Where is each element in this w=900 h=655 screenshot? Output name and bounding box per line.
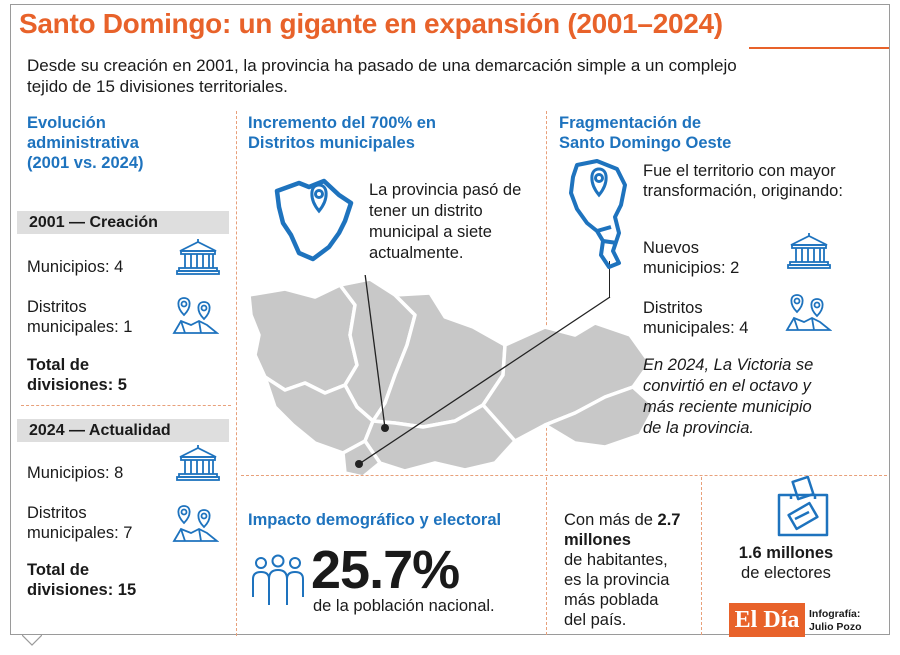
distritos-line: municipales: 1 (27, 318, 133, 336)
map-pin-icon (171, 503, 219, 543)
ballot-box-icon (773, 475, 833, 537)
habitantes-number: 2.7 (657, 511, 681, 529)
total-line: divisiones: 5 (27, 376, 127, 394)
connector-line (609, 261, 611, 298)
total-2024: Total de divisiones: 15 (27, 560, 136, 600)
distritos-line: Distritos (27, 504, 87, 522)
habitantes-line: Con más de 2.7 (564, 510, 680, 530)
credit-line: Julio Pozo (809, 621, 862, 633)
map-pin-icon (784, 292, 832, 332)
right-distritos-line: Distritos (643, 299, 703, 317)
frame-notch (22, 634, 42, 654)
divider (236, 111, 237, 636)
middle-heading-line: Distritos municipales (248, 134, 415, 152)
habitantes-text: Con más de 2.7 millones de habitantes, e… (564, 510, 680, 630)
middle-heading-line: Incremento del 700% en (248, 114, 436, 132)
left-heading: Evolución administrativa (2001 vs. 2024) (27, 113, 144, 173)
santo-domingo-oeste-outline-icon (563, 155, 643, 270)
middle-heading: Incremento del 700% en Distritos municip… (248, 113, 436, 153)
right-intro-line: transformación, originando: (643, 182, 843, 200)
habitantes-unit: millones (564, 531, 631, 549)
year-2024-bar: 2024 — Actualidad (17, 419, 229, 442)
habitantes-line: más poblada (564, 591, 659, 609)
population-percent: 25.7% (311, 540, 460, 600)
right-distritos: Distritos municipales: 4 (643, 298, 748, 338)
right-distritos-line: municipales: 4 (643, 319, 749, 337)
electores-label: de electores (741, 564, 831, 582)
municipal-building-icon (176, 445, 220, 481)
electores-number: 1.6 millones (738, 544, 834, 562)
distritos-line: municipales: 7 (27, 524, 133, 542)
credit-line: Infografía: (809, 608, 861, 620)
page-title: Santo Domingo: un gigante en expansión (… (19, 8, 723, 39)
middle-text-line: actualmente. (369, 244, 464, 262)
people-icon (249, 553, 307, 607)
divider (241, 475, 887, 476)
electores-block: 1.6 millones de electores (711, 543, 861, 583)
total-line: divisiones: 15 (27, 581, 137, 599)
la-victoria-note: En 2024, La Victoria se convirtió en el … (643, 355, 813, 439)
distritos-line: Distritos (27, 298, 87, 316)
left-heading-line: Evolución (27, 114, 106, 132)
left-heading-line: (2001 vs. 2024) (27, 154, 144, 172)
total-2001: Total de divisiones: 5 (27, 355, 127, 395)
nuevos-municipios: Nuevos municipios: 2 (643, 238, 739, 278)
note-line: En 2024, La Victoria se (643, 356, 814, 374)
lead-paragraph: Desde su creación en 2001, la provincia … (27, 56, 737, 96)
impact-heading: Impacto demográfico y electoral (248, 511, 502, 529)
right-heading-line: Santo Domingo Oeste (559, 134, 732, 152)
middle-description: La provincia pasó de tener un distrito m… (369, 180, 521, 264)
habitantes-line: del país. (564, 611, 627, 629)
right-heading: Fragmentación de Santo Domingo Oeste (559, 113, 731, 153)
district-outline-icon (269, 173, 359, 265)
credit: Infografía: Julio Pozo (809, 608, 862, 634)
municipios-2001: Municipios: 4 (27, 258, 124, 276)
middle-text-line: municipal a siete (369, 223, 492, 241)
note-line: más reciente municipio (643, 398, 812, 416)
infographic-frame: Santo Domingo: un gigante en expansión (… (10, 4, 890, 637)
middle-text-line: tener un distrito (369, 202, 483, 220)
municipios-2024: Municipios: 8 (27, 464, 124, 482)
distritos-2024: Distritos municipales: 7 (27, 503, 132, 543)
right-intro-line: Fue el territorio con mayor (643, 162, 836, 180)
divider (701, 477, 702, 635)
map-pin-icon (171, 295, 219, 335)
divider (21, 405, 231, 406)
divider (546, 111, 547, 471)
total-line: Total de (27, 356, 90, 374)
nuevos-line: municipios: 2 (643, 259, 740, 277)
year-2001-bar: 2001 — Creación (17, 211, 229, 234)
middle-text-line: La provincia pasó de (369, 181, 522, 199)
el-dia-logo: El Día (729, 603, 805, 637)
habitantes-prefix: Con más de (564, 511, 658, 529)
note-line: convirtió en el octavo y (643, 377, 811, 395)
divider (546, 477, 547, 635)
right-heading-line: Fragmentación de (559, 114, 702, 132)
note-line: de la provincia. (643, 419, 754, 437)
total-line: Total de (27, 561, 90, 579)
habitantes-line: es la provincia (564, 571, 670, 589)
title-rule (749, 47, 889, 49)
distritos-2001: Distritos municipales: 1 (27, 297, 132, 337)
municipal-building-icon (787, 233, 831, 269)
nuevos-line: Nuevos (643, 239, 699, 257)
province-map (245, 275, 675, 490)
municipal-building-icon (176, 239, 220, 275)
population-caption: de la población nacional. (313, 597, 495, 615)
right-intro: Fue el territorio con mayor transformaci… (643, 161, 843, 201)
habitantes-line: de habitantes, (564, 551, 668, 569)
left-heading-line: administrativa (27, 134, 139, 152)
